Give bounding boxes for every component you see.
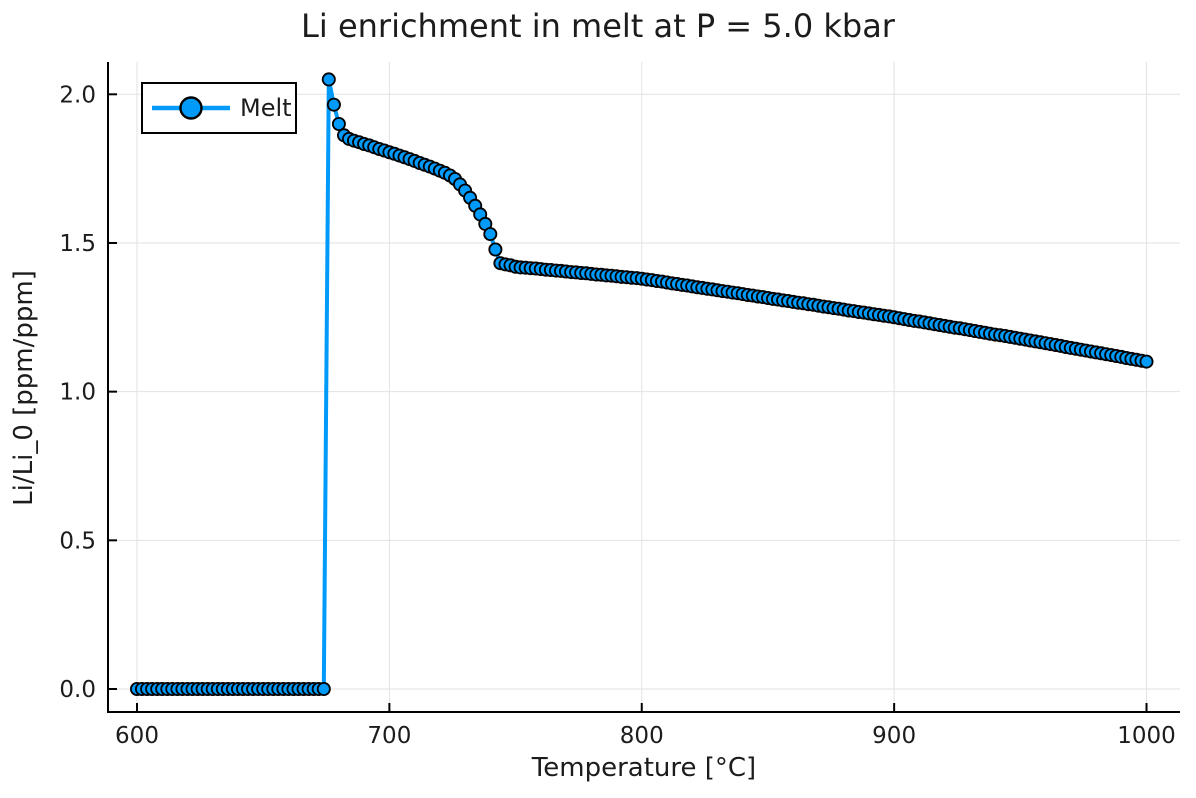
data-point-marker xyxy=(1139,354,1154,369)
legend: Melt xyxy=(141,82,297,134)
x-tick-label: 900 xyxy=(872,723,916,749)
legend-marker-sample xyxy=(152,96,230,120)
data-point-marker xyxy=(331,117,346,132)
x-tick-label: 600 xyxy=(115,723,159,749)
data-point-marker xyxy=(483,227,498,242)
y-tick-label: 0.5 xyxy=(59,528,96,554)
x-tick-label: 700 xyxy=(367,723,411,749)
legend-circle-icon xyxy=(179,96,203,120)
x-tick-label: 800 xyxy=(620,723,664,749)
x-axis-label: Temperature [°C] xyxy=(531,753,757,783)
data-point-marker xyxy=(316,682,331,697)
y-axis-label: Li/Li_0 [ppm/ppm] xyxy=(9,270,39,506)
data-point-marker xyxy=(321,72,336,87)
legend-label: Melt xyxy=(240,94,292,122)
y-tick-label: 1.0 xyxy=(59,380,96,406)
y-tick-label: 2.0 xyxy=(59,82,96,108)
data-point-marker xyxy=(488,242,503,257)
x-tick-label: 1000 xyxy=(1117,723,1176,749)
data-point-marker xyxy=(326,97,341,112)
y-tick-label: 1.5 xyxy=(59,231,96,257)
chart-title: Li enrichment in melt at P = 5.0 kbar xyxy=(301,7,895,45)
y-tick-label: 0.0 xyxy=(59,677,96,703)
